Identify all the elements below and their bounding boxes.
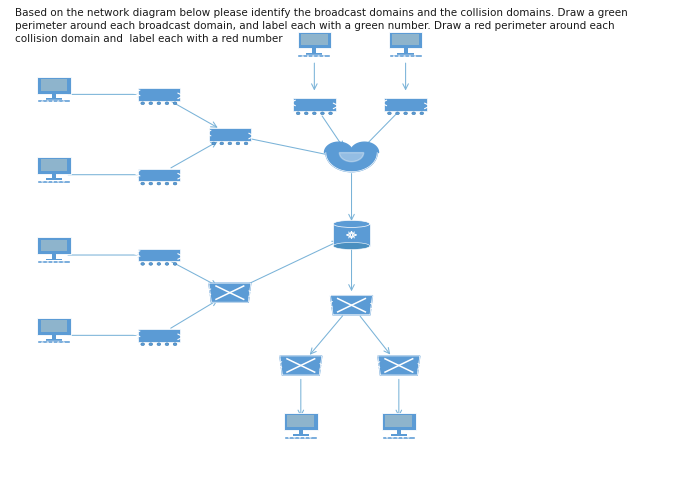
Circle shape bbox=[149, 183, 153, 185]
Polygon shape bbox=[350, 143, 379, 153]
Bar bbox=[404, 49, 408, 54]
Circle shape bbox=[165, 183, 169, 185]
Circle shape bbox=[412, 113, 416, 115]
Circle shape bbox=[329, 113, 333, 115]
Bar bbox=[284, 413, 318, 430]
Bar bbox=[38, 181, 70, 183]
Bar bbox=[138, 89, 180, 101]
Circle shape bbox=[149, 343, 153, 346]
Bar bbox=[389, 56, 422, 58]
Circle shape bbox=[404, 113, 408, 115]
Ellipse shape bbox=[333, 221, 370, 228]
Circle shape bbox=[173, 343, 177, 346]
Circle shape bbox=[165, 343, 169, 346]
Polygon shape bbox=[280, 356, 322, 375]
Bar bbox=[52, 335, 56, 339]
Text: Based on the network diagram below please identify the broadcast domains and the: Based on the network diagram below pleas… bbox=[15, 8, 627, 44]
Circle shape bbox=[149, 103, 153, 105]
Circle shape bbox=[157, 343, 161, 346]
Bar bbox=[38, 342, 70, 344]
Bar bbox=[46, 339, 62, 341]
Bar bbox=[285, 437, 317, 439]
Bar bbox=[41, 240, 68, 252]
Bar bbox=[383, 437, 415, 439]
Polygon shape bbox=[331, 296, 372, 315]
Circle shape bbox=[173, 183, 177, 185]
Circle shape bbox=[165, 263, 169, 266]
Circle shape bbox=[220, 143, 224, 145]
Bar bbox=[382, 413, 416, 430]
Bar bbox=[52, 255, 56, 259]
Bar bbox=[298, 56, 331, 58]
Bar bbox=[52, 94, 56, 99]
Bar bbox=[38, 101, 70, 103]
Bar bbox=[384, 99, 427, 111]
Circle shape bbox=[420, 113, 424, 115]
Circle shape bbox=[149, 263, 153, 266]
Circle shape bbox=[312, 113, 316, 115]
Polygon shape bbox=[339, 153, 364, 162]
Bar bbox=[389, 33, 422, 49]
Bar bbox=[208, 129, 251, 141]
Circle shape bbox=[141, 343, 145, 346]
Polygon shape bbox=[324, 143, 353, 153]
Bar bbox=[52, 174, 56, 179]
Bar bbox=[287, 416, 314, 427]
Circle shape bbox=[304, 113, 308, 115]
Circle shape bbox=[395, 113, 400, 115]
Bar bbox=[37, 318, 71, 335]
Bar bbox=[46, 259, 62, 261]
Bar bbox=[397, 54, 414, 56]
Bar bbox=[37, 78, 71, 94]
Circle shape bbox=[244, 143, 248, 145]
Bar bbox=[138, 249, 180, 262]
Bar bbox=[37, 158, 71, 174]
Circle shape bbox=[157, 183, 161, 185]
Bar bbox=[138, 169, 180, 181]
Bar bbox=[38, 262, 70, 264]
Circle shape bbox=[157, 263, 161, 266]
Bar bbox=[312, 49, 316, 54]
Bar bbox=[306, 54, 322, 56]
Bar bbox=[297, 33, 331, 49]
Bar bbox=[333, 224, 370, 246]
Circle shape bbox=[320, 113, 324, 115]
Bar bbox=[41, 321, 68, 332]
Bar bbox=[392, 35, 419, 46]
Bar bbox=[46, 179, 62, 181]
Bar bbox=[293, 434, 309, 436]
Circle shape bbox=[157, 103, 161, 105]
Ellipse shape bbox=[333, 243, 370, 250]
Circle shape bbox=[173, 103, 177, 105]
Bar bbox=[138, 330, 180, 342]
Circle shape bbox=[236, 143, 240, 145]
Bar bbox=[301, 35, 328, 46]
Polygon shape bbox=[378, 356, 420, 375]
Polygon shape bbox=[209, 284, 251, 303]
Bar bbox=[397, 430, 401, 434]
Circle shape bbox=[228, 143, 232, 145]
Circle shape bbox=[165, 103, 169, 105]
Bar bbox=[299, 430, 303, 434]
Polygon shape bbox=[326, 153, 377, 172]
Bar bbox=[46, 99, 62, 101]
Bar bbox=[41, 160, 68, 171]
Bar bbox=[37, 238, 71, 255]
Circle shape bbox=[141, 263, 145, 266]
Bar bbox=[41, 80, 68, 91]
Circle shape bbox=[173, 263, 177, 266]
Bar bbox=[293, 99, 335, 111]
Bar bbox=[385, 416, 412, 427]
Circle shape bbox=[296, 113, 300, 115]
Bar bbox=[391, 434, 407, 436]
Circle shape bbox=[141, 103, 145, 105]
Circle shape bbox=[212, 143, 216, 145]
Circle shape bbox=[387, 113, 391, 115]
Circle shape bbox=[141, 183, 145, 185]
